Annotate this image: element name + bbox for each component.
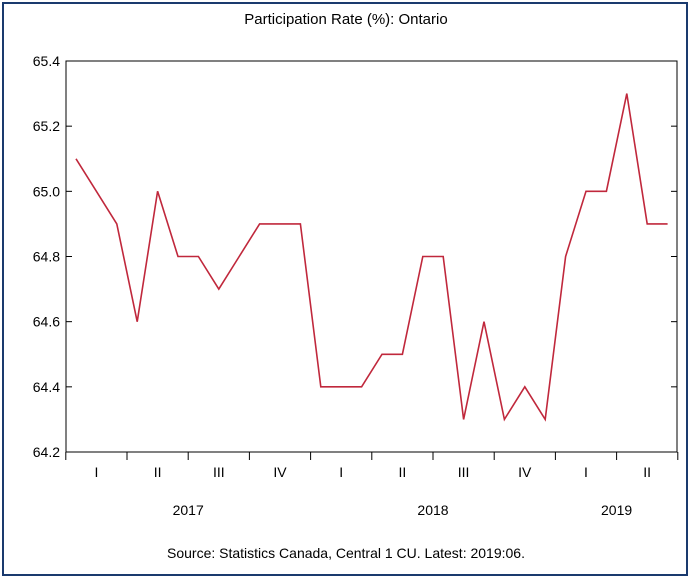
plot-border	[65, 60, 678, 453]
y-tick-label: 64.6	[33, 314, 60, 330]
quarter-label: III	[458, 464, 470, 480]
chart-source: Source: Statistics Canada, Central 1 CU.…	[167, 545, 525, 561]
chart-title: Participation Rate (%): Ontario	[244, 11, 448, 28]
quarter-label: II	[399, 464, 407, 480]
y-tick-label: 64.2	[33, 444, 60, 460]
quarter-label: III	[213, 464, 225, 480]
year-label: 2018	[417, 502, 448, 518]
quarter-label: I	[339, 464, 343, 480]
y-tick-label: 64.4	[33, 379, 60, 395]
quarter-label: I	[94, 464, 98, 480]
quarter-label: II	[154, 464, 162, 480]
series-line	[75, 93, 668, 422]
year-label: 2019	[601, 502, 632, 518]
quarter-label: I	[584, 464, 588, 480]
year-label: 2017	[173, 502, 204, 518]
plot-area: 64.264.464.664.865.065.265.4I II III IV I II I…	[33, 53, 679, 518]
quarter-label: IV	[273, 464, 287, 480]
y-tick-label: 64.8	[33, 249, 60, 265]
y-tick-label: 65.2	[33, 118, 60, 134]
y-tick-label: 65.4	[33, 53, 60, 69]
quarter-label: II	[643, 464, 651, 480]
y-tick-label: 65.0	[33, 183, 60, 199]
quarter-label: IV	[518, 464, 532, 480]
